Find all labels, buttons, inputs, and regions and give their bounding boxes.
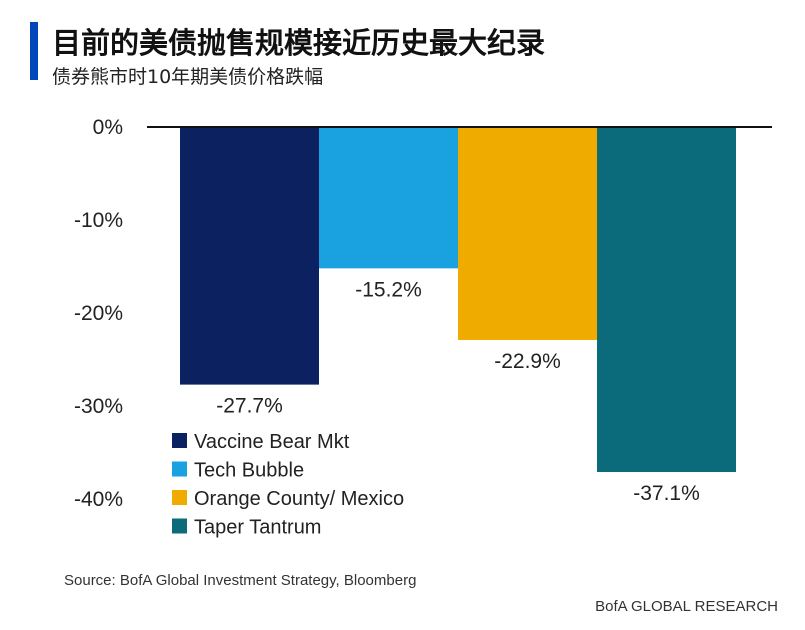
bar (458, 127, 597, 340)
bar (319, 127, 458, 269)
legend-label: Taper Tantrum (194, 517, 321, 539)
bar (597, 127, 736, 473)
chart-title: 目前的美债抛售规模接近历史最大纪录 (52, 26, 546, 60)
data-label: -27.7% (216, 395, 283, 418)
legend-label: Vaccine Bear Mkt (194, 431, 350, 453)
legend-label: Orange County/ Mexico (194, 488, 404, 510)
legend-swatch (172, 518, 187, 534)
legend-swatch (172, 461, 187, 477)
legend-swatch (172, 490, 187, 505)
y-tick-label: -40% (74, 488, 123, 511)
brand-label: BofA GLOBAL RESEARCH (595, 598, 778, 615)
data-label: -37.1% (633, 482, 700, 505)
y-tick-label: -20% (74, 302, 123, 325)
y-tick-label: -30% (74, 395, 123, 418)
y-tick-label: 0% (93, 116, 123, 139)
bar (180, 127, 319, 385)
chart-subtitle: 债券熊市时10年期美债价格跌幅 (52, 66, 324, 88)
source-note: Source: BofA Global Investment Strategy,… (64, 572, 417, 589)
data-label: -22.9% (494, 350, 561, 373)
legend-label: Tech Bubble (194, 460, 304, 482)
data-label: -15.2% (355, 278, 422, 301)
y-tick-label: -10% (74, 209, 123, 232)
legend-swatch (172, 433, 187, 448)
title-accent-bar (30, 22, 38, 80)
